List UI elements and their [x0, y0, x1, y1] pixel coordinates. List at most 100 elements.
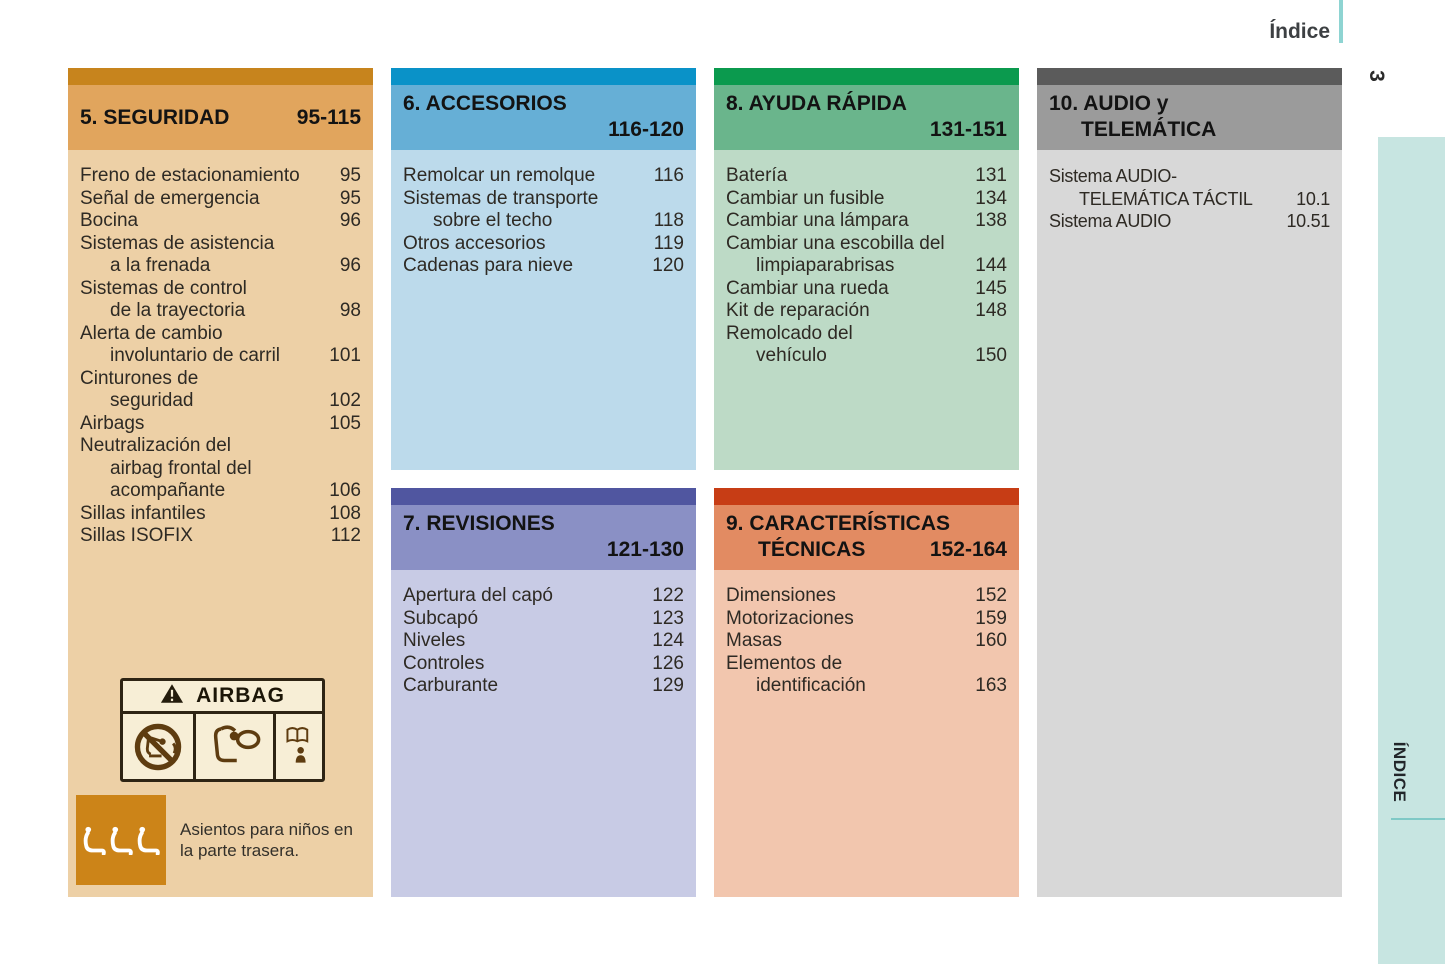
toc-item[interactable]: Dimensiones 152 [726, 585, 1007, 608]
toc-item-line: airbag frontal del [110, 457, 252, 479]
toc-item[interactable]: Cambiar una escobilla del limpiaparabrisa… [726, 233, 1007, 278]
airbag-label-header: AIRBAG [123, 681, 322, 711]
section-body: Batería 131 Cambiar un fusible 134 Cambiar u… [714, 150, 1019, 470]
toc-item[interactable]: Elementos de identificación 163 [726, 653, 1007, 698]
toc-item-label: Freno de estacionamiento [80, 165, 334, 188]
toc-item[interactable]: Sillas infantiles 108 [80, 503, 361, 526]
toc-item-page: 120 [652, 255, 684, 276]
toc-item[interactable]: Cambiar un fusible 134 [726, 188, 1007, 211]
toc-item[interactable]: Sistemas de asistencia a la frenada 96 [80, 233, 361, 278]
toc-item[interactable]: Señal de emergencia 95 [80, 188, 361, 211]
toc-item-line: Subcapó [403, 607, 479, 629]
toc-item-line: de la trayectoria [110, 300, 246, 321]
toc-item-line: Controles [403, 652, 485, 674]
toc-item-line: Masas [726, 630, 782, 651]
toc-item-page: 129 [652, 675, 684, 696]
toc-item[interactable]: Remolcar un remolque 116 [403, 165, 684, 188]
toc-item-line: Remolcar un remolque [403, 165, 596, 186]
toc-item[interactable]: Kit de reparación 148 [726, 300, 1007, 323]
section-body: Sistema AUDIO- TELEMÁTICA TÁCTIL 10.1 Siste… [1037, 150, 1342, 897]
toc-item[interactable]: Bocina 96 [80, 210, 361, 233]
toc-item[interactable]: Sistemas de transporte sobre el techo 118 [403, 188, 684, 233]
section-color-strip [714, 488, 1019, 505]
section-header-line: 121-130 [403, 537, 684, 563]
toc-item[interactable]: Sistemas de control de la trayectoria 98 [80, 278, 361, 323]
toc-item[interactable]: Apertura del capó 122 [403, 585, 684, 608]
section-header: 9. CARACTERÍSTICAS TÉCNICAS 152-164 [714, 505, 1019, 570]
airbag-warning-label: AIRBAG [120, 678, 325, 782]
toc-item-label: Señal de emergencia [80, 188, 334, 211]
toc-item[interactable]: Otros accesorios 119 [403, 233, 684, 256]
section-header: 5. SEGURIDAD 95-115 [68, 85, 373, 150]
toc-item-page: 145 [975, 277, 1007, 299]
toc-item-label: Dimensiones [726, 585, 969, 608]
section-page-range: 131-151 [929, 118, 1007, 141]
toc-item-page: 131 [975, 165, 1007, 186]
toc-item-line: vehículo [756, 345, 827, 366]
toc-item-label: Elementos de identificación [726, 653, 969, 698]
toc-item-label: Motorizaciones [726, 608, 969, 631]
section-body: Remolcar un remolque 116 Sistemas de trans… [391, 150, 696, 470]
toc-item[interactable]: Sillas ISOFIX 112 [80, 525, 361, 548]
toc-item[interactable]: Remolcado del vehículo 150 [726, 323, 1007, 368]
toc-item-line: acompañante [110, 480, 226, 501]
section-color-strip [391, 488, 696, 505]
sidebar-tab-label: ÍNDICE [1390, 741, 1409, 803]
toc-item[interactable]: Controles 126 [403, 653, 684, 676]
index-column-1: 5. SEGURIDAD 95-115 Freno de estacionamien… [68, 68, 373, 897]
toc-item[interactable]: Cinturones de seguridad 102 [80, 368, 361, 413]
section-header: 8. AYUDA RÁPIDA 131-151 [714, 85, 1019, 150]
toc-item-line: a la frenada [110, 255, 211, 276]
section-header-line: 5. SEGURIDAD 95-115 [80, 105, 361, 131]
toc-item[interactable]: Freno de estacionamiento 95 [80, 165, 361, 188]
toc-item-page: 160 [975, 630, 1007, 651]
toc-item-label: Sistemas de control de la trayectoria [80, 278, 334, 323]
toc-item-line: seguridad [110, 390, 194, 411]
toc-item-line: sobre el techo [433, 210, 553, 231]
toc-item[interactable]: Subcapó 123 [403, 608, 684, 631]
airbag-deployment-icon [196, 714, 277, 779]
toc-item-label: Cambiar una escobilla del limpiaparabrisa… [726, 233, 969, 278]
child-seats-note-line: la parte trasera. [180, 841, 300, 860]
toc-item-label: Sistema AUDIO- TELEMÁTICA TÁCTIL [1049, 165, 1290, 210]
toc-item-line: Kit de reparación [726, 300, 870, 321]
toc-item[interactable]: Carburante 129 [403, 675, 684, 698]
toc-item[interactable]: Neutralización del airbag frontal del acom… [80, 435, 361, 503]
section-color-strip [391, 68, 696, 85]
toc-item-page: 112 [330, 525, 361, 546]
toc-item[interactable]: Motorizaciones 159 [726, 608, 1007, 631]
section-seguridad: 5. SEGURIDAD 95-115 Freno de estacionamien… [68, 68, 373, 897]
toc-item-page: 134 [975, 187, 1007, 209]
toc-item-label: Sistemas de asistencia a la frenada [80, 233, 334, 278]
section-page-range: 121-130 [606, 538, 684, 561]
toc-item[interactable]: Cambiar una lámpara 138 [726, 210, 1007, 233]
page-title: Índice [1269, 20, 1330, 43]
toc-item[interactable]: Cambiar una rueda 145 [726, 278, 1007, 301]
toc-item[interactable]: Masas 160 [726, 630, 1007, 653]
toc-item[interactable]: Niveles 124 [403, 630, 684, 653]
toc-item-line: Airbags [80, 412, 145, 434]
section-body: Dimensiones 152 Motorizaciones 159 Masas 160 E… [714, 570, 1019, 897]
toc-item-line: Sistemas de control [80, 277, 247, 299]
toc-item-line: identificación [756, 675, 866, 696]
toc-item[interactable]: Alerta de cambio involuntario de carril 10… [80, 323, 361, 368]
toc-item[interactable]: Cadenas para nieve 120 [403, 255, 684, 278]
toc-item-line: Batería [726, 165, 788, 186]
section-accesorios: 6. ACCESORIOS 116-120 Remolcar un remolque… [391, 68, 696, 470]
index-grid: 5. SEGURIDAD 95-115 Freno de estacionamien… [68, 68, 1342, 897]
section-title: TÉCNICAS [758, 538, 866, 561]
toc-item[interactable]: Sistema AUDIO- TELEMÁTICA TÁCTIL 10.1 [1049, 165, 1330, 210]
toc-item-page: 95 [339, 187, 361, 209]
no-rear-facing-child-seat-icon [123, 714, 197, 779]
toc-item-line: Cambiar una lámpara [726, 210, 909, 231]
owner-manual-icon [276, 714, 322, 779]
toc-item-page: 150 [975, 345, 1007, 366]
toc-item-label: Cinturones de seguridad [80, 368, 323, 413]
toc-item-line: TELEMÁTICA TÁCTIL [1079, 188, 1253, 209]
toc-item[interactable]: Airbags 105 [80, 413, 361, 436]
section-header-line: 10. AUDIO y [1049, 91, 1330, 117]
toc-item-line: Freno de estacionamiento [80, 165, 300, 186]
section-header-line: TELEMÁTICA [1049, 117, 1330, 143]
toc-item[interactable]: Sistema AUDIO 10.51 [1049, 210, 1330, 233]
toc-item[interactable]: Batería 131 [726, 165, 1007, 188]
